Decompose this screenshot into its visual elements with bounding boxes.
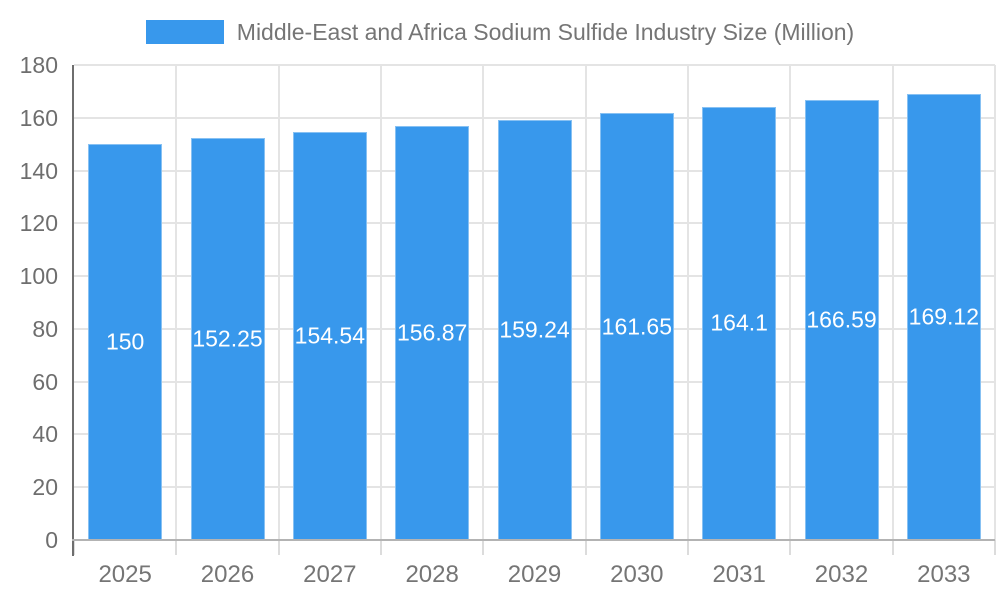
- gridline-vertical: [584, 65, 587, 540]
- y-axis-tick-label: 100: [19, 263, 58, 290]
- x-axis-tick-label: 2032: [814, 561, 869, 588]
- y-axis-line: [72, 65, 74, 556]
- x-axis-tick: [380, 540, 382, 555]
- x-axis-tick: [175, 540, 178, 555]
- gridline-horizontal: [74, 116, 995, 119]
- x-axis-tick-label: 2030: [610, 561, 664, 588]
- bar-value-label: 164.1: [710, 309, 768, 336]
- bar-2030[interactable]: [599, 113, 674, 540]
- bar-value-label: 159.24: [499, 316, 570, 343]
- x-axis-tick-label: 2026: [200, 561, 255, 588]
- y-axis-tick-label: 60: [32, 368, 58, 395]
- x-axis-tick-label: 2027: [303, 561, 357, 588]
- legend-swatch: [145, 20, 224, 44]
- gridline-vertical: [482, 65, 485, 540]
- bar-2028[interactable]: [395, 126, 470, 540]
- bar-2032[interactable]: [804, 100, 879, 540]
- gridline-vertical: [277, 65, 280, 540]
- bar-value-label: 166.59: [806, 306, 877, 333]
- bar-value-label: 161.65: [601, 313, 673, 340]
- bar-2033[interactable]: [906, 93, 981, 540]
- gridline-vertical: [891, 65, 894, 540]
- bar-2025[interactable]: [88, 144, 163, 540]
- bar-2031[interactable]: [702, 106, 777, 540]
- gridline-horizontal: [74, 64, 995, 66]
- gridline-vertical: [380, 65, 382, 540]
- bar-value-label: 152.25: [192, 325, 263, 352]
- x-axis-tick: [789, 540, 792, 555]
- x-axis-tick-label: 2028: [405, 561, 459, 588]
- x-axis-tick-label: 2033: [917, 561, 971, 588]
- y-axis-tick-label: 120: [19, 210, 58, 237]
- gridline-vertical: [687, 65, 689, 540]
- x-axis-tick: [994, 540, 996, 555]
- bar-2029[interactable]: [497, 119, 572, 540]
- y-axis-tick-label: 40: [32, 421, 58, 448]
- x-axis-tick: [687, 540, 689, 555]
- x-axis-tick-label: 2025: [98, 561, 152, 588]
- x-axis-tick-label: 2029: [507, 561, 562, 588]
- bar-value-label: 154.54: [294, 322, 366, 349]
- chart-title: Middle-East and Africa Sodium Sulfide In…: [236, 18, 855, 45]
- gridline-vertical: [994, 65, 996, 540]
- gridline-vertical: [175, 65, 178, 540]
- bar-2026[interactable]: [190, 138, 265, 540]
- x-axis-baseline: [72, 539, 995, 541]
- y-axis-tick-label: 140: [19, 157, 58, 184]
- gridline-vertical: [789, 65, 792, 540]
- y-axis-tick-label: 180: [19, 52, 58, 78]
- y-axis-tick-label: 20: [32, 474, 58, 501]
- bar-value-label: 156.87: [396, 319, 468, 346]
- x-axis-tick-label: 2031: [712, 561, 766, 588]
- bar-2027[interactable]: [292, 132, 367, 540]
- y-axis-tick-label: 0: [45, 527, 58, 553]
- x-axis-tick: [891, 540, 894, 555]
- y-axis-tick-label: 160: [19, 104, 58, 131]
- x-axis-tick: [482, 540, 485, 555]
- y-axis-tick-label: 80: [32, 315, 58, 342]
- bar-value-label: 169.12: [908, 303, 980, 330]
- x-axis-tick: [584, 540, 587, 555]
- legend[interactable]: Middle-East and Africa Sodium Sulfide In…: [0, 18, 1000, 46]
- x-axis-tick: [277, 540, 280, 555]
- x-axis-tick: [73, 540, 75, 555]
- bar-value-label: 150: [105, 328, 145, 355]
